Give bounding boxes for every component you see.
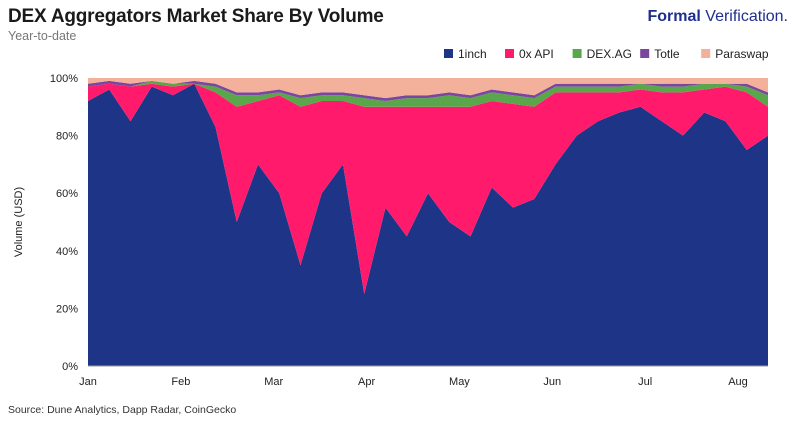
series-area-1inch xyxy=(88,83,768,366)
legend-swatch xyxy=(505,49,514,58)
legend-swatch xyxy=(572,49,582,58)
x-tick-label: Apr xyxy=(358,376,375,388)
y-tick-label: 20% xyxy=(56,303,78,315)
y-tick-label: 60% xyxy=(56,188,78,200)
brand-logo-rest: Verification. xyxy=(700,8,788,25)
legend: 1inch 0x API DEX.AG Totle Paraswap xyxy=(444,47,769,61)
brand-logo: Formal Verification. xyxy=(648,8,789,26)
x-tick-label: Jul xyxy=(638,376,652,388)
series-area-dex-ag xyxy=(88,80,768,107)
legend-label: DEX.AG xyxy=(587,47,632,61)
legend-swatch xyxy=(444,49,453,58)
y-tick-label: 40% xyxy=(56,246,78,258)
chart-title: DEX Aggregators Market Share By Volume xyxy=(8,6,384,27)
x-tick-label: May xyxy=(449,376,470,388)
legend-label: Paraswap xyxy=(715,47,769,61)
y-tick-label: 80% xyxy=(56,131,78,143)
axes-layer: 0% 20% 40% 60% 80% 100% Jan Feb Mar Apr May Jun Jul A… xyxy=(50,73,768,388)
chart-subtitle: Year-to-date xyxy=(8,29,77,43)
legend-swatch xyxy=(701,49,711,58)
y-tick-label: 0% xyxy=(62,361,78,373)
y-tick-label: 100% xyxy=(50,73,78,85)
legend-label: 0x API xyxy=(519,47,554,61)
x-tick-label: Jun xyxy=(543,376,561,388)
series-layer xyxy=(88,78,768,366)
series-area-totle xyxy=(88,80,768,102)
legend-swatch xyxy=(640,49,650,58)
series-area-0x-api xyxy=(88,83,768,294)
source-note: Source: Dune Analytics, Dapp Radar, Coin… xyxy=(8,404,237,416)
x-tick-label: Mar xyxy=(264,376,283,388)
legend-label: 1inch xyxy=(458,47,487,61)
x-tick-label: Aug xyxy=(728,376,748,388)
x-tick-label: Jan xyxy=(79,376,97,388)
brand-logo-bold: Formal xyxy=(647,8,701,25)
y-axis-label: Volume (USD) xyxy=(13,187,25,257)
series-area-paraswap xyxy=(88,78,768,99)
x-tick-label: Feb xyxy=(171,376,190,388)
legend-label: Totle xyxy=(654,47,680,61)
